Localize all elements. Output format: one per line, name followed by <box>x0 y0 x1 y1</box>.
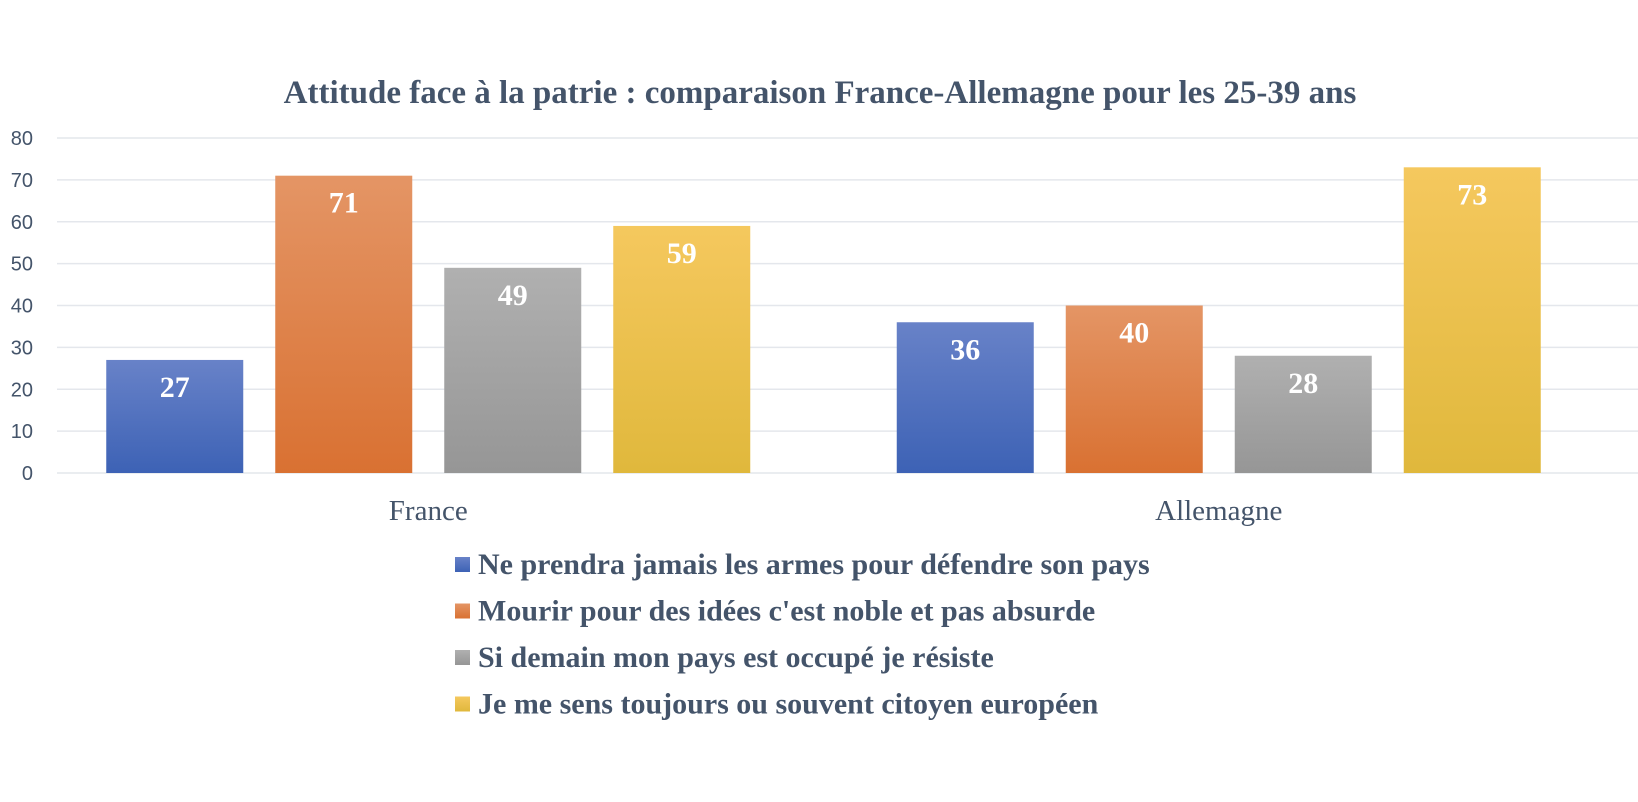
legend-swatch <box>455 557 470 572</box>
legend-label: Ne prendra jamais les armes pour défendr… <box>478 548 1150 581</box>
legend-item: Si demain mon pays est occupé je résiste <box>455 641 994 674</box>
data-label: 27 <box>160 371 190 404</box>
data-label: 49 <box>498 279 528 312</box>
data-label: 28 <box>1288 367 1318 400</box>
bar <box>896 322 1034 473</box>
legend-swatch <box>455 696 470 712</box>
y-tick-label: 80 <box>11 128 33 150</box>
bars <box>106 167 1541 473</box>
legend-label: Je me sens toujours ou souvent citoyen e… <box>478 688 1099 721</box>
data-label: 71 <box>329 187 359 220</box>
data-label: 59 <box>667 237 697 270</box>
y-tick-label: 50 <box>11 254 33 276</box>
legend-label: Mourir pour des idées c'est noble et pas… <box>478 595 1095 628</box>
x-category-label: France <box>389 495 468 527</box>
data-label: 40 <box>1119 317 1149 350</box>
legend-item: Je me sens toujours ou souvent citoyen e… <box>455 688 1099 721</box>
y-tick-label: 10 <box>11 421 33 443</box>
bar <box>106 359 244 473</box>
data-label: 36 <box>950 333 980 366</box>
x-category-label: Allemagne <box>1155 495 1282 527</box>
y-axis-ticks: 0 10 20 30 40 50 60 70 80 <box>11 128 33 485</box>
bar <box>275 175 413 473</box>
legend-item: Ne prendra jamais les armes pour défendr… <box>455 548 1150 581</box>
y-tick-label: 30 <box>11 337 33 359</box>
bar <box>1403 167 1541 473</box>
chart-title: Attitude face à la patrie : comparaison … <box>284 75 1357 111</box>
y-tick-label: 0 <box>22 463 33 485</box>
legend: Ne prendra jamais les armes pour défendr… <box>455 548 1150 721</box>
bar <box>444 267 582 473</box>
y-tick-label: 40 <box>11 296 33 318</box>
legend-swatch <box>455 650 470 665</box>
x-axis-categories: France Allemagne <box>389 495 1283 527</box>
legend-item: Mourir pour des idées c'est noble et pas… <box>455 595 1095 628</box>
bar <box>613 225 751 473</box>
data-label: 73 <box>1457 178 1487 211</box>
data-labels: 27 71 49 59 36 40 28 73 <box>160 178 1488 404</box>
legend-swatch <box>455 603 470 619</box>
y-tick-label: 20 <box>11 379 33 401</box>
y-tick-label: 70 <box>11 170 33 192</box>
bar <box>1234 355 1372 473</box>
bar <box>1065 305 1203 473</box>
legend-label: Si demain mon pays est occupé je résiste <box>478 641 994 674</box>
y-tick-label: 60 <box>11 212 33 234</box>
